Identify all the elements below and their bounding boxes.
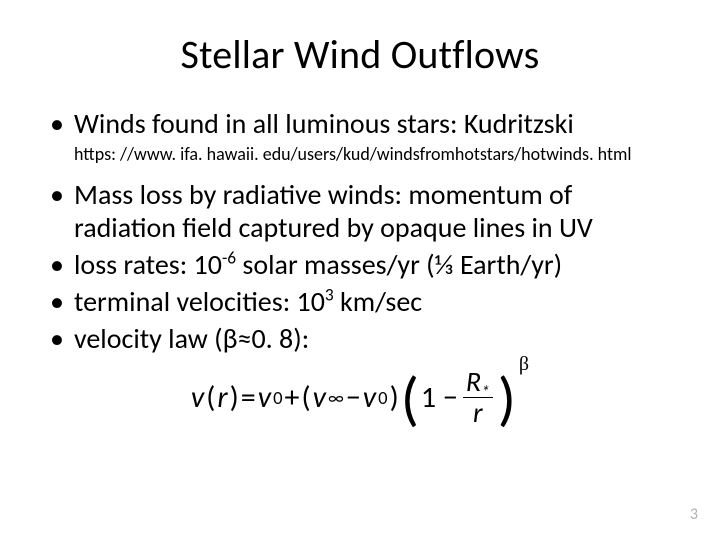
eq-rpar1: ) bbox=[230, 379, 239, 416]
velocity-law-equation: v(r) = v0 + (v∞ − v0) ( 1 − R* r ) β bbox=[191, 367, 529, 429]
eq-beta-exponent: β bbox=[519, 353, 529, 376]
eq-frac-den: r bbox=[470, 398, 486, 428]
bullet-4-sup: 3 bbox=[325, 283, 334, 305]
eq-frac-num: R* bbox=[463, 367, 493, 397]
eq-fraction: R* r bbox=[463, 367, 493, 429]
bullet-4-post: km/sec bbox=[334, 284, 422, 319]
eq-rpar2: ) bbox=[390, 379, 399, 416]
bullet-3-post: solar masses/yr (⅓ Earth/yr) bbox=[236, 247, 562, 282]
bullet-5: velocity law (β≈0. 8): bbox=[44, 322, 680, 355]
bullet-4-pre: terminal velocities: 10 bbox=[74, 284, 325, 319]
eq-minus: − bbox=[346, 379, 361, 416]
eq-plus: + bbox=[285, 379, 300, 416]
slide-title: Stellar Wind Outflows bbox=[40, 30, 680, 79]
eq-one-minus: 1 − bbox=[421, 379, 458, 416]
eq-equals: = bbox=[241, 379, 256, 416]
bullet-3-pre: loss rates: 10 bbox=[74, 247, 222, 282]
bullet-4: terminal velocities: 103 km/sec bbox=[44, 285, 680, 318]
bullet-1: Winds found in all luminous stars: Kudri… bbox=[44, 107, 680, 140]
bullet-1-url: https: //www. ifa. hawaii. edu/users/kud… bbox=[74, 144, 680, 166]
eq-v2: v bbox=[258, 379, 271, 416]
bullet-list: Winds found in all luminous stars: Kudri… bbox=[44, 107, 680, 140]
eq-biglpar: ( bbox=[401, 373, 419, 427]
eq-Rstar: R bbox=[466, 364, 481, 399]
slide: Stellar Wind Outflows Winds found in all… bbox=[0, 0, 720, 540]
bullet-2: Mass loss by radiative winds: momentum o… bbox=[44, 178, 680, 244]
eq-lpar2: ( bbox=[301, 379, 310, 416]
bullet-3: loss rates: 10-6 solar masses/yr (⅓ Eart… bbox=[44, 248, 680, 281]
eq-lpar1: ( bbox=[206, 379, 215, 416]
eq-v4: v bbox=[363, 379, 376, 416]
eq-v1: v bbox=[191, 379, 204, 416]
bullet-list-cont: Mass loss by radiative winds: momentum o… bbox=[44, 178, 680, 355]
page-number: 3 bbox=[690, 505, 698, 524]
equation-container: v(r) = v0 + (v∞ − v0) ( 1 − R* r ) β bbox=[40, 367, 680, 429]
eq-r1: r bbox=[217, 379, 227, 416]
eq-bigrpar: ) bbox=[498, 373, 516, 427]
bullet-3-sup: -6 bbox=[222, 246, 236, 268]
eq-v3: v bbox=[313, 379, 326, 416]
